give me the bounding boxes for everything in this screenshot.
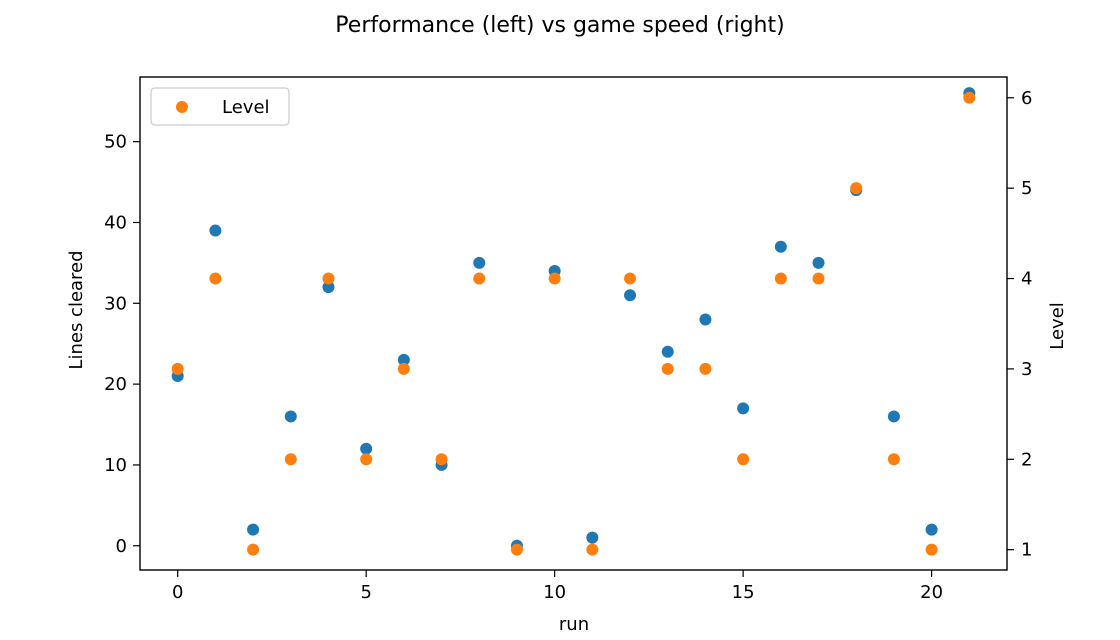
y-right-tick-label: 6 bbox=[1021, 88, 1032, 109]
legend-box bbox=[150, 87, 290, 126]
y-left-tick-label: 10 bbox=[104, 455, 127, 476]
x-axis-label: run bbox=[559, 614, 589, 635]
lines-cleared-point bbox=[247, 523, 260, 536]
lines-cleared-point bbox=[699, 313, 712, 326]
legend-label-level: Level bbox=[222, 97, 270, 118]
y-left-tick-label: 50 bbox=[104, 132, 127, 153]
level-point bbox=[812, 272, 825, 285]
level-point bbox=[360, 453, 373, 466]
level-point bbox=[737, 453, 750, 466]
legend: Level bbox=[150, 87, 290, 126]
lines-cleared-point bbox=[284, 410, 297, 423]
lines-cleared-point bbox=[661, 345, 674, 358]
x-tick-label: 0 bbox=[172, 582, 183, 603]
lines-cleared-point bbox=[624, 289, 637, 302]
level-point bbox=[284, 453, 297, 466]
y-right-tick-label: 4 bbox=[1021, 269, 1032, 290]
level-point bbox=[887, 453, 900, 466]
lines-cleared-point bbox=[360, 442, 373, 455]
y-left-tick-label: 30 bbox=[104, 293, 127, 314]
lines-cleared-point bbox=[397, 353, 410, 366]
y-right-tick-label: 1 bbox=[1021, 540, 1032, 561]
lines-cleared-point bbox=[322, 281, 335, 294]
y-right-tick-label: 5 bbox=[1021, 178, 1032, 199]
level-point bbox=[925, 543, 938, 556]
y-axis-label-right: Level bbox=[1047, 302, 1068, 350]
level-point bbox=[473, 272, 486, 285]
y-right-tick-label: 2 bbox=[1021, 449, 1032, 470]
data-points bbox=[171, 87, 976, 556]
level-point bbox=[247, 543, 260, 556]
x-tick-label: 15 bbox=[732, 582, 755, 603]
level-point bbox=[322, 272, 335, 285]
chart-title: Performance (left) vs game speed (right) bbox=[335, 13, 784, 38]
level-point bbox=[661, 362, 674, 375]
lines-cleared-point bbox=[473, 256, 486, 269]
x-tick-label: 10 bbox=[543, 582, 566, 603]
lines-cleared-point bbox=[737, 402, 750, 415]
lines-cleared-point bbox=[925, 523, 938, 536]
lines-cleared-point bbox=[209, 224, 222, 237]
level-point bbox=[548, 272, 561, 285]
level-point bbox=[699, 362, 712, 375]
axis-ticks: 0 5 10 15 20 0 10 20 30 40 50 1 2 3 4 5 6 bbox=[104, 88, 1032, 603]
y-left-tick-label: 20 bbox=[104, 374, 127, 395]
level-point bbox=[850, 182, 863, 195]
y-left-tick-label: 0 bbox=[116, 536, 127, 557]
level-point bbox=[774, 272, 787, 285]
level-point bbox=[209, 272, 222, 285]
x-tick-label: 5 bbox=[360, 582, 371, 603]
level-point bbox=[586, 543, 599, 556]
level-point bbox=[510, 543, 523, 556]
lines-cleared-point bbox=[586, 531, 599, 544]
level-point bbox=[435, 453, 448, 466]
lines-cleared-point bbox=[812, 256, 825, 269]
level-point bbox=[397, 362, 410, 375]
level-point bbox=[963, 91, 976, 104]
plot-frame bbox=[139, 76, 1008, 571]
level-point bbox=[171, 362, 184, 375]
y-left-tick-label: 40 bbox=[104, 212, 127, 233]
level-point bbox=[624, 272, 637, 285]
lines-cleared-point bbox=[774, 240, 787, 253]
x-tick-label: 20 bbox=[920, 582, 943, 603]
y-axis-label-left: Lines cleared bbox=[66, 250, 87, 369]
y-right-tick-label: 3 bbox=[1021, 359, 1032, 380]
lines-cleared-point bbox=[887, 410, 900, 423]
legend-marker-level bbox=[176, 101, 188, 113]
